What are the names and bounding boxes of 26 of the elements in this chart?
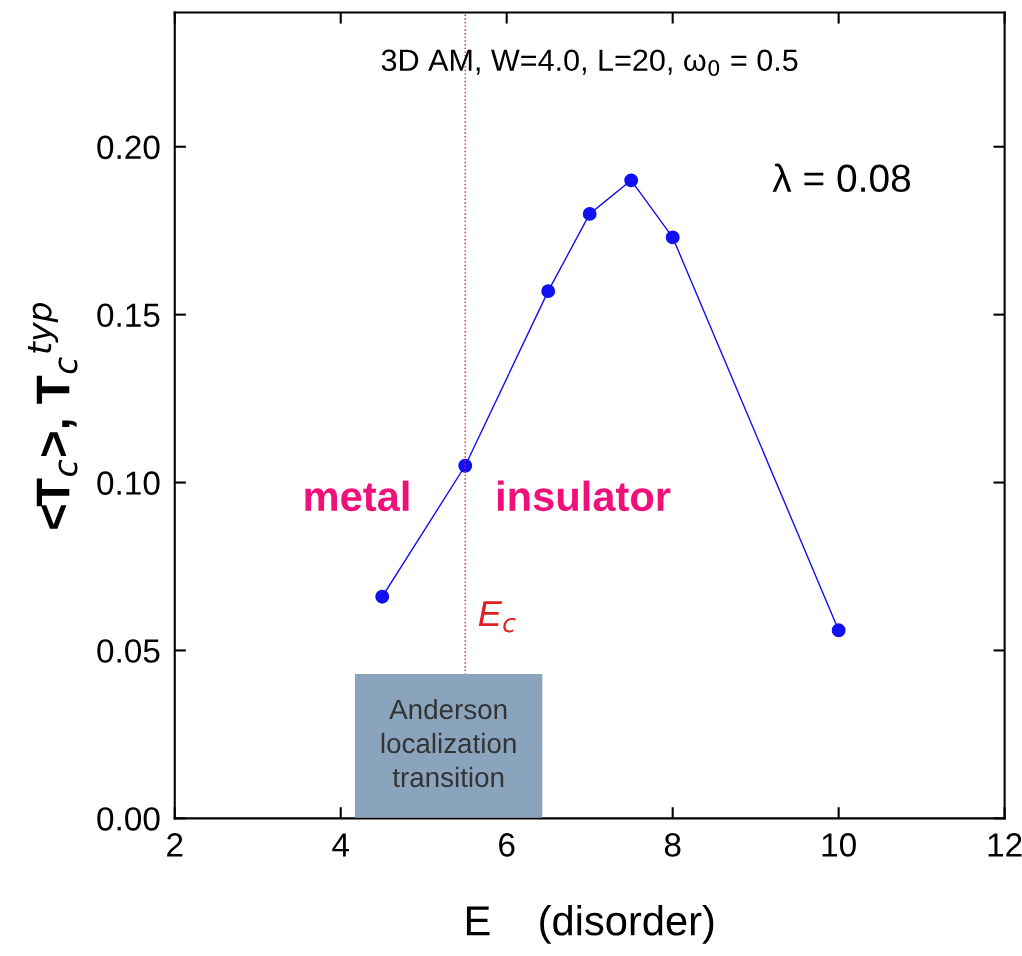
x-axis-title: E (disorder) xyxy=(466,904,714,944)
annotation: Anderson localization transition xyxy=(381,698,516,788)
y-tick-label: 0.10 xyxy=(97,471,160,495)
point xyxy=(582,206,597,221)
point xyxy=(458,458,473,473)
annotation: λ = 0.08 xyxy=(772,163,911,193)
y-tick-label: 0.05 xyxy=(97,639,160,663)
point xyxy=(624,173,639,188)
x-tick-label: 6 xyxy=(499,833,515,857)
annotation: metal xyxy=(305,480,409,512)
point xyxy=(665,230,680,245)
y-axis-title: <T$_{c}$>, T$_{c}$$^{typ}$ xyxy=(27,302,78,529)
y-tick-label: 0.15 xyxy=(97,303,160,328)
annotation: insulator xyxy=(498,480,671,512)
x-tick-label: 8 xyxy=(664,833,681,857)
point xyxy=(541,284,556,299)
x-tick-label: 4 xyxy=(332,833,350,857)
x-tick-label: 12 xyxy=(988,833,1022,857)
x-tick-label: 10 xyxy=(822,833,856,857)
y-tick-label: 0.20 xyxy=(97,135,160,160)
x-tick-label: 2 xyxy=(167,833,183,857)
point xyxy=(831,623,846,638)
point xyxy=(375,589,390,604)
y-tick-label: 0.00 xyxy=(97,807,160,831)
ref-line-label: E$_{c}$ xyxy=(478,601,516,633)
text: 3D AM, W=4.0, L=20, ω$_{0}$ = 0.5 xyxy=(381,49,798,77)
